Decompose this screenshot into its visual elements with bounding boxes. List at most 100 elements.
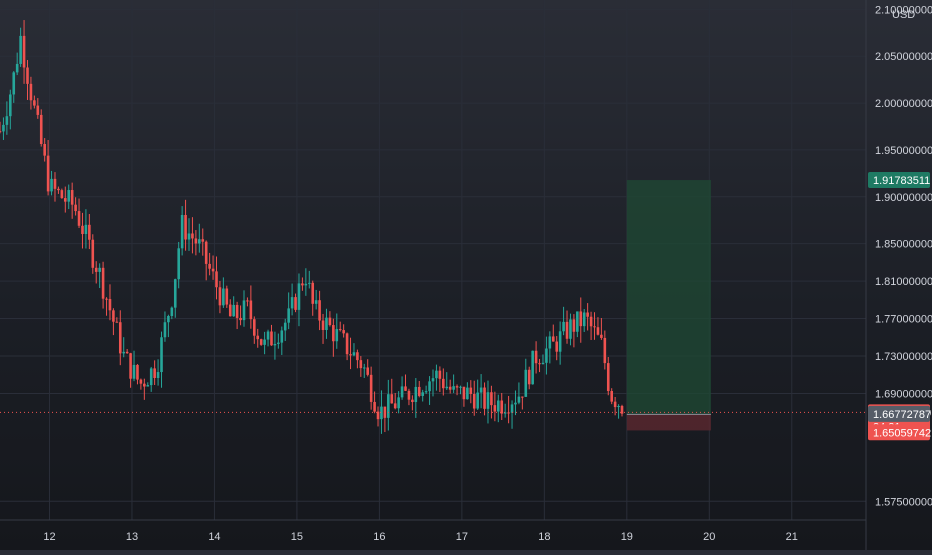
candle-down xyxy=(507,412,510,414)
candle-up xyxy=(149,368,153,386)
candle-down xyxy=(204,241,208,264)
candle-down xyxy=(249,300,253,320)
candle-down xyxy=(191,233,194,239)
y-tick-label: 1.73000000 xyxy=(875,351,932,363)
y-tick-label: 1.69000000 xyxy=(875,389,932,401)
candle-up xyxy=(170,307,174,317)
candle-up xyxy=(12,72,16,95)
candle-down xyxy=(462,386,466,400)
candle-up xyxy=(486,392,490,409)
candle-up xyxy=(325,317,328,330)
candle-down xyxy=(613,401,617,408)
candle-down xyxy=(153,368,156,379)
candle-down xyxy=(555,341,559,352)
price-badges: 1.917835111.6699000024:211.667727871.650… xyxy=(868,172,931,441)
candle-down xyxy=(606,363,610,392)
candle-up xyxy=(263,339,266,345)
candle-down xyxy=(328,317,332,326)
candle-up xyxy=(569,319,572,339)
candle-down xyxy=(404,386,407,391)
entry-price-badge-bg xyxy=(868,405,930,422)
candle-up xyxy=(617,405,620,408)
candle-up xyxy=(173,279,177,308)
position-tool[interactable] xyxy=(626,180,711,431)
candle-down xyxy=(0,131,2,133)
y-tick-label: 1.95000000 xyxy=(875,145,932,157)
stop-loss-zone xyxy=(626,414,711,431)
candle-up xyxy=(387,394,390,418)
candle-down xyxy=(125,351,129,354)
candle-up xyxy=(503,412,507,414)
y-tick-label: 1.85000000 xyxy=(875,239,932,251)
take-profit-zone xyxy=(626,180,711,415)
x-tick-label: 14 xyxy=(208,531,220,543)
candle-down xyxy=(565,321,569,339)
candle-down xyxy=(184,214,187,240)
candles xyxy=(0,20,624,434)
candle-down xyxy=(53,178,57,189)
candle-down xyxy=(593,326,596,328)
candle-down xyxy=(321,320,325,330)
candle-down xyxy=(493,405,497,412)
candle-up xyxy=(198,239,201,244)
candle-up xyxy=(222,288,225,306)
candle-down xyxy=(500,400,504,414)
candle-up xyxy=(362,367,366,369)
candle-up xyxy=(476,392,479,409)
y-tick-label: 2.10000000 xyxy=(875,4,932,16)
candle-up xyxy=(582,312,586,327)
candle-up xyxy=(132,364,136,379)
y-tick-label: 2.00000000 xyxy=(875,98,932,110)
candle-up xyxy=(98,267,101,272)
candle-down xyxy=(108,299,112,311)
candle-down xyxy=(469,387,473,394)
candle-up xyxy=(50,178,53,192)
candle-up xyxy=(531,350,534,385)
candle-down xyxy=(534,350,538,364)
candle-up xyxy=(335,329,339,342)
candle-down xyxy=(70,190,74,205)
x-tick-label: 21 xyxy=(786,531,798,543)
y-tick-label: 1.81000000 xyxy=(875,276,932,288)
candle-down xyxy=(596,327,600,335)
candle-up xyxy=(397,397,400,409)
candle-down xyxy=(311,282,315,304)
candle-down xyxy=(270,331,273,346)
candle-down xyxy=(490,392,493,406)
candle-down xyxy=(417,386,421,396)
candle-up xyxy=(452,386,455,390)
candle-down xyxy=(29,83,33,101)
candle-up xyxy=(283,322,287,331)
candle-down xyxy=(527,369,531,385)
candle-down xyxy=(521,396,524,398)
candle-down xyxy=(442,378,445,389)
candle-down xyxy=(318,300,321,321)
candle-up xyxy=(514,402,517,405)
candle-down xyxy=(586,312,589,317)
candle-up xyxy=(524,369,528,397)
candle-up xyxy=(177,248,180,280)
candle-down xyxy=(301,283,304,286)
candle-down xyxy=(438,370,442,379)
x-tick-label: 16 xyxy=(373,531,385,543)
stop-price-badge-bg xyxy=(868,424,930,441)
candle-up xyxy=(5,116,9,125)
candle-down xyxy=(39,114,43,144)
candle-up xyxy=(428,381,431,392)
candle-up xyxy=(562,321,565,332)
candle-down xyxy=(589,316,593,327)
x-tick-label: 19 xyxy=(621,531,633,543)
candle-down xyxy=(483,387,486,409)
candle-up xyxy=(67,190,71,202)
candle-down xyxy=(256,335,260,340)
candle-up xyxy=(307,282,311,284)
candle-down xyxy=(259,339,263,345)
candle-down xyxy=(342,330,345,334)
candle-down xyxy=(603,337,607,364)
candle-up xyxy=(122,351,126,354)
candle-up xyxy=(290,297,294,309)
candle-up xyxy=(167,316,170,323)
candle-up xyxy=(160,337,163,373)
